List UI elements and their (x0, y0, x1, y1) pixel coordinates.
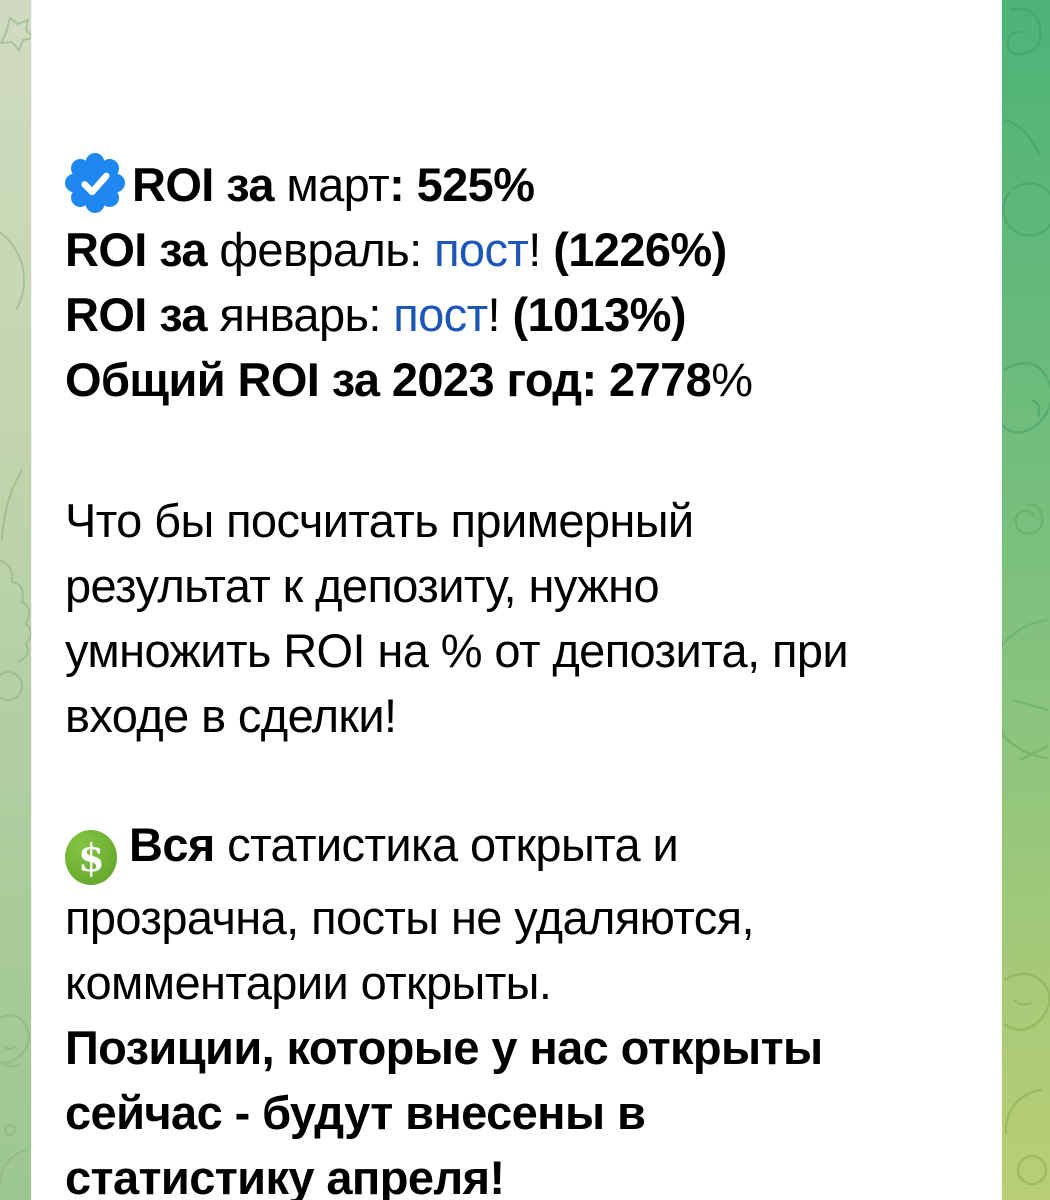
message-text: ROI за март: 525% ROI за февраль: пост! … (65, 152, 975, 1200)
roi-feb-post-link[interactable]: пост (434, 223, 529, 276)
wallpaper-doodles-right (1002, 7, 1050, 1186)
roi-jan-month: январь: (206, 288, 394, 341)
wallpaper-doodles-left (0, 16, 31, 1185)
roi-march-month: март (273, 158, 390, 211)
roi-line-year-total: Общий ROI за 2023 год: 2778% (65, 347, 975, 412)
roi-line-january: ROI за январь: пост! (1013%) (65, 282, 975, 347)
transparency-rest-lines: прозрачна, посты не удаляются, комментар… (65, 891, 755, 1009)
roi-jan-label: ROI за (65, 288, 208, 341)
dollar-sign-icon: $ (65, 830, 117, 885)
roi-line-february: ROI за февраль: пост! (1226%) (65, 217, 975, 282)
roi-year-percent: % (711, 353, 753, 406)
chat-wallpaper-left (0, 0, 31, 1200)
transparency-bold-lead: Вся (129, 818, 215, 871)
roi-jan-post-link[interactable]: пост (393, 288, 488, 341)
transparency-line-1: $ Вся статистика открыта и (65, 812, 975, 885)
roi-feb-label: ROI за (65, 223, 208, 276)
roi-jan-exclaim: ! (487, 288, 513, 341)
dollar-glyph: $ (78, 835, 104, 880)
roi-line-march: ROI за март: 525% (65, 152, 975, 217)
roi-feb-exclaim: ! (528, 223, 554, 276)
roi-year-text: Общий ROI за 2023 год: 2778 (65, 353, 712, 406)
roi-march-value: : 525% (389, 158, 535, 211)
open-positions-announcement: Позиции, которые у нас открыты сейчас - … (65, 1021, 823, 1200)
deposit-explanation-paragraph: Что бы посчитать примерный результат к д… (65, 494, 849, 742)
roi-jan-value: (1013%) (512, 288, 686, 341)
roi-summary-block: ROI за март: 525% ROI за февраль: пост! … (65, 152, 975, 412)
roi-feb-month: февраль: (206, 223, 435, 276)
verified-badge-icon (65, 153, 125, 213)
roi-march-label: ROI за (132, 158, 275, 211)
roi-feb-value: (1226%) (553, 223, 727, 276)
transparency-paragraph: $ Вся статистика открыта и прозрачна, пос… (65, 812, 975, 1200)
transparency-line1-rest: статистика открыта и (214, 818, 679, 871)
chat-wallpaper-right (1002, 0, 1050, 1200)
message-bubble: ROI за март: 525% ROI за февраль: пост! … (31, 0, 1002, 1200)
